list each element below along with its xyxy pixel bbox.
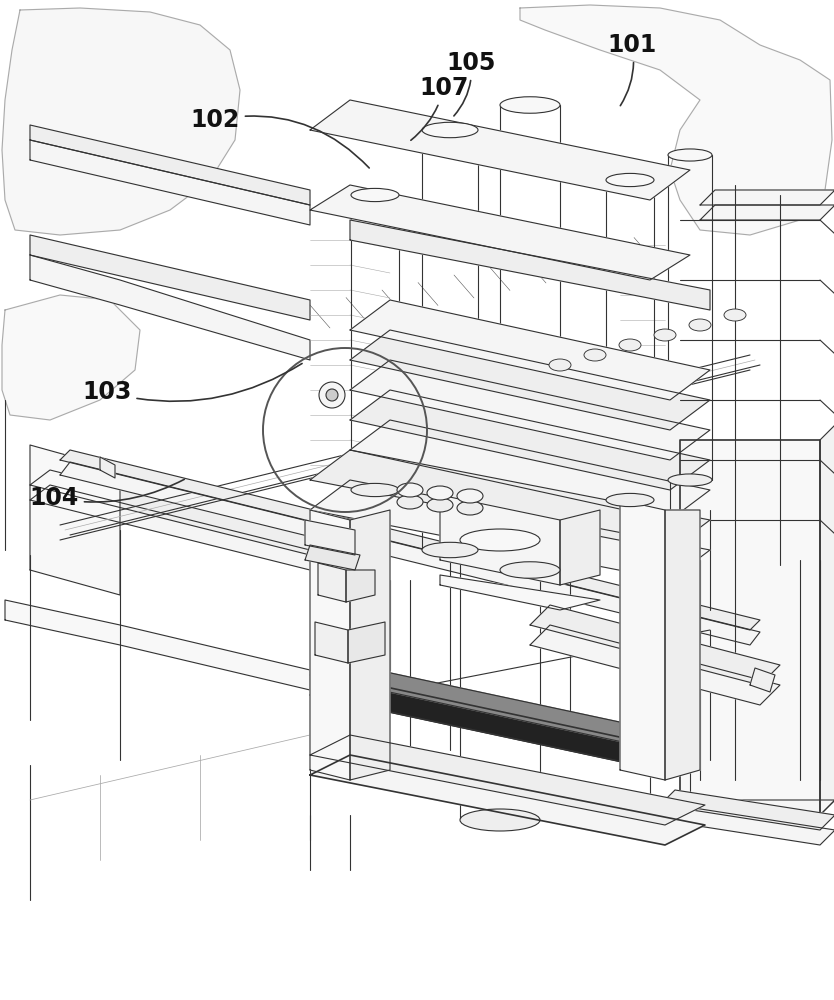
Polygon shape xyxy=(310,660,680,750)
Ellipse shape xyxy=(606,493,654,507)
Polygon shape xyxy=(560,510,600,585)
Ellipse shape xyxy=(606,173,654,187)
Ellipse shape xyxy=(654,329,676,341)
Ellipse shape xyxy=(351,188,399,202)
Polygon shape xyxy=(310,510,350,780)
Polygon shape xyxy=(440,495,560,585)
Polygon shape xyxy=(310,480,710,580)
Polygon shape xyxy=(346,570,375,602)
Ellipse shape xyxy=(500,97,560,113)
Polygon shape xyxy=(350,360,710,460)
Polygon shape xyxy=(680,800,834,815)
Polygon shape xyxy=(530,625,780,705)
Polygon shape xyxy=(820,425,834,815)
Polygon shape xyxy=(5,600,310,690)
Polygon shape xyxy=(315,622,348,663)
Ellipse shape xyxy=(319,382,345,408)
Polygon shape xyxy=(30,235,310,320)
Polygon shape xyxy=(350,390,710,490)
Polygon shape xyxy=(350,300,710,400)
Ellipse shape xyxy=(724,309,746,321)
Polygon shape xyxy=(660,790,834,830)
Ellipse shape xyxy=(460,529,540,551)
Polygon shape xyxy=(100,457,115,478)
Polygon shape xyxy=(30,470,330,555)
Ellipse shape xyxy=(422,122,478,138)
Polygon shape xyxy=(310,735,705,825)
Ellipse shape xyxy=(427,498,453,512)
Polygon shape xyxy=(750,668,775,692)
Ellipse shape xyxy=(668,149,712,161)
Polygon shape xyxy=(30,125,310,205)
Ellipse shape xyxy=(500,562,560,578)
Polygon shape xyxy=(620,500,665,780)
Text: 101: 101 xyxy=(607,33,657,106)
Polygon shape xyxy=(665,510,700,780)
Polygon shape xyxy=(680,440,820,815)
Polygon shape xyxy=(348,622,385,663)
Polygon shape xyxy=(680,602,695,623)
Text: 107: 107 xyxy=(411,76,469,140)
Polygon shape xyxy=(2,295,140,420)
Ellipse shape xyxy=(427,486,453,500)
Ellipse shape xyxy=(460,809,540,831)
Polygon shape xyxy=(350,420,710,520)
Ellipse shape xyxy=(457,501,483,515)
Polygon shape xyxy=(310,185,690,280)
Polygon shape xyxy=(530,605,780,685)
Polygon shape xyxy=(30,140,310,225)
Text: 103: 103 xyxy=(82,363,302,404)
Ellipse shape xyxy=(457,489,483,503)
Ellipse shape xyxy=(397,483,423,497)
Ellipse shape xyxy=(689,319,711,331)
Polygon shape xyxy=(660,805,834,845)
Polygon shape xyxy=(350,330,710,430)
Ellipse shape xyxy=(584,349,606,361)
Polygon shape xyxy=(310,450,710,550)
Polygon shape xyxy=(318,563,346,602)
Ellipse shape xyxy=(397,495,423,509)
Polygon shape xyxy=(310,100,690,200)
Text: 102: 102 xyxy=(190,108,369,168)
Polygon shape xyxy=(2,8,240,235)
Polygon shape xyxy=(700,205,834,220)
Polygon shape xyxy=(310,675,680,770)
Polygon shape xyxy=(520,5,832,235)
Polygon shape xyxy=(60,462,760,645)
Polygon shape xyxy=(700,190,834,205)
Polygon shape xyxy=(350,510,390,780)
Polygon shape xyxy=(305,545,360,570)
Polygon shape xyxy=(305,520,355,555)
Polygon shape xyxy=(30,255,310,360)
Polygon shape xyxy=(30,445,120,595)
Polygon shape xyxy=(440,575,600,610)
Polygon shape xyxy=(60,450,760,630)
Polygon shape xyxy=(350,220,710,310)
Ellipse shape xyxy=(326,389,338,401)
Text: 104: 104 xyxy=(29,479,184,510)
Ellipse shape xyxy=(422,542,478,558)
Ellipse shape xyxy=(351,483,399,497)
Polygon shape xyxy=(310,755,705,845)
Ellipse shape xyxy=(619,339,641,351)
Ellipse shape xyxy=(668,474,712,486)
Polygon shape xyxy=(30,485,330,570)
Text: 105: 105 xyxy=(446,51,496,116)
Ellipse shape xyxy=(549,359,571,371)
